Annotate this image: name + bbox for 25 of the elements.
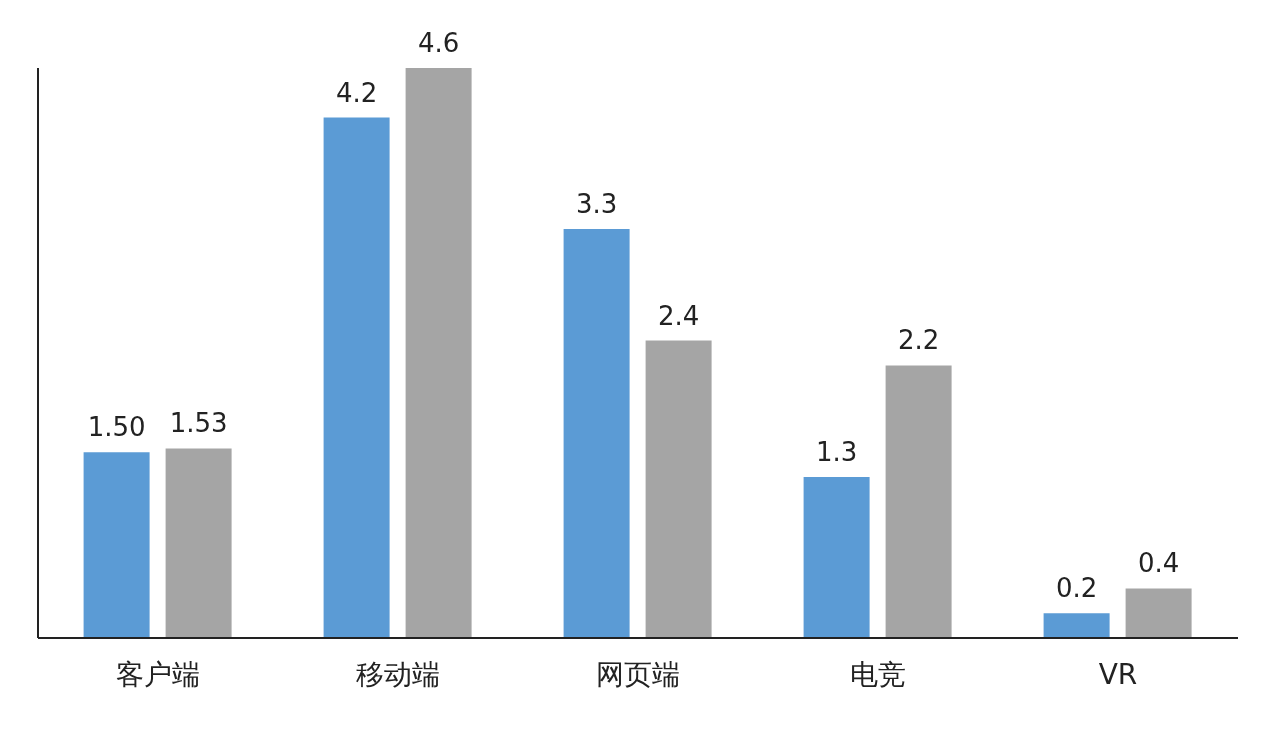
bar bbox=[323, 117, 390, 638]
bar bbox=[405, 68, 472, 638]
bar bbox=[83, 452, 150, 638]
bar bbox=[803, 476, 870, 638]
bar bbox=[165, 448, 232, 638]
x-tick-label: VR bbox=[1098, 657, 1138, 691]
data-label: 3.3 bbox=[575, 189, 618, 220]
data-label: 4.2 bbox=[335, 77, 378, 108]
data-label: 2.2 bbox=[897, 325, 940, 356]
x-tick-label: 客户端 bbox=[116, 657, 200, 691]
data-label: 0.2 bbox=[1055, 573, 1098, 604]
bar bbox=[885, 365, 952, 638]
bar bbox=[1043, 613, 1110, 638]
bar bbox=[563, 229, 630, 638]
x-tick-label: 移动端 bbox=[356, 657, 440, 691]
x-tick-label: 电竞 bbox=[850, 657, 906, 691]
data-label: 4.6 bbox=[417, 28, 460, 58]
bar bbox=[1125, 588, 1192, 638]
bar bbox=[645, 340, 712, 638]
data-label: 2.4 bbox=[657, 300, 700, 331]
data-label: 0.4 bbox=[1137, 548, 1180, 579]
data-label: 1.50 bbox=[87, 412, 146, 443]
x-tick-label: 网页端 bbox=[596, 657, 680, 691]
data-label: 1.53 bbox=[169, 408, 228, 439]
data-label: 1.3 bbox=[815, 436, 858, 467]
